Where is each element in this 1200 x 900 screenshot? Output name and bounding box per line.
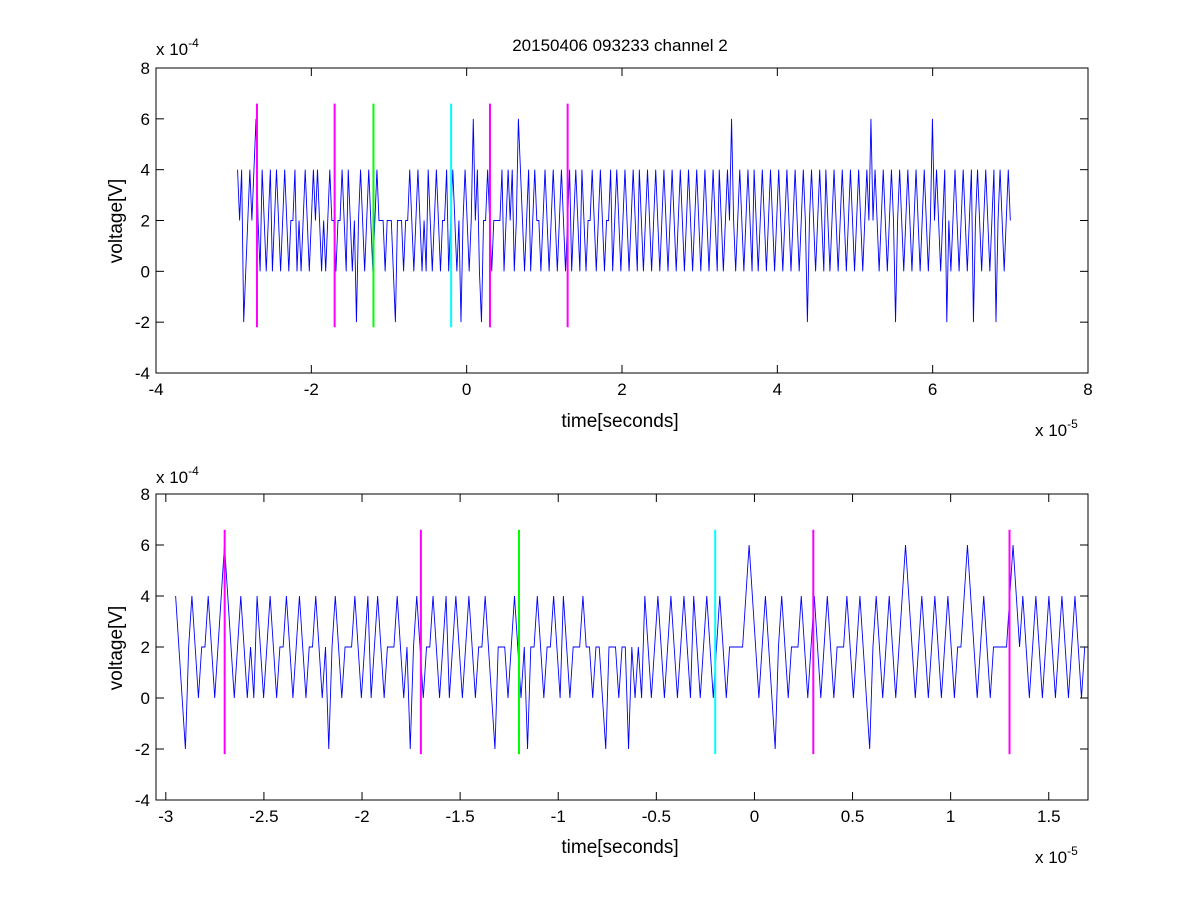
x-tick-label-bottom: 1.5	[1037, 807, 1061, 826]
axes-bottom: x 10-4 x 10-5 time[seconds] voltage[V] -…	[106, 464, 1089, 867]
x-tick-label-bottom: -2.5	[249, 807, 278, 826]
y-tick-label-top: 6	[141, 110, 150, 129]
y-multiplier-bottom: x 10-4	[156, 464, 199, 487]
series-line-bottom	[175, 544, 1088, 750]
y-tick-label-bottom: -4	[135, 791, 150, 810]
x-tick-label-top: 0	[462, 380, 471, 399]
y-tick-label-bottom: 4	[141, 587, 150, 606]
x-multiplier-top: x 10-5	[1035, 417, 1078, 440]
x-multiplier-bottom: x 10-5	[1035, 844, 1078, 867]
x-tick-label-top: 6	[928, 380, 937, 399]
x-tick-label-bottom: -3	[158, 807, 173, 826]
y-axis-label-bottom: voltage[V]	[106, 606, 127, 691]
x-tick-label-bottom: -1	[551, 807, 566, 826]
y-tick-label-top: 8	[141, 59, 150, 78]
y-multiplier-top: x 10-4	[156, 36, 199, 59]
figure-title: 20150406 093233 channel 2	[512, 36, 728, 55]
y-tick-label-top: -4	[135, 364, 150, 383]
y-tick-label-bottom: 2	[141, 638, 150, 657]
x-tick-label-bottom: 0	[750, 807, 759, 826]
y-tick-label-bottom: 0	[141, 689, 150, 708]
y-tick-label-bottom: -2	[135, 740, 150, 759]
x-tick-label-bottom: 0.5	[841, 807, 865, 826]
x-axis-label-bottom: time[seconds]	[561, 837, 678, 858]
x-tick-label-top: -2	[304, 380, 319, 399]
x-tick-label-bottom: -1.5	[445, 807, 474, 826]
series-line-top	[237, 118, 1011, 323]
y-tick-label-top: 4	[141, 161, 150, 180]
y-tick-label-bottom: 8	[141, 485, 150, 504]
x-tick-label-bottom: -2	[354, 807, 369, 826]
x-tick-label-bottom: 1	[946, 807, 955, 826]
x-axis-label-top: time[seconds]	[561, 411, 678, 432]
y-tick-label-bottom: 6	[141, 536, 150, 555]
y-axis-label-top: voltage[V]	[106, 179, 127, 264]
x-tick-label-top: -4	[148, 380, 163, 399]
x-tick-label-bottom: -0.5	[642, 807, 671, 826]
x-tick-label-top: 8	[1083, 380, 1092, 399]
x-tick-label-top: 2	[617, 380, 626, 399]
y-tick-label-top: 0	[141, 262, 150, 281]
y-tick-label-top: 2	[141, 212, 150, 231]
axes-top: x 10-4 x 10-5 time[seconds] voltage[V] -…	[106, 36, 1093, 440]
x-tick-label-top: 4	[773, 380, 782, 399]
y-tick-label-top: -2	[135, 313, 150, 332]
